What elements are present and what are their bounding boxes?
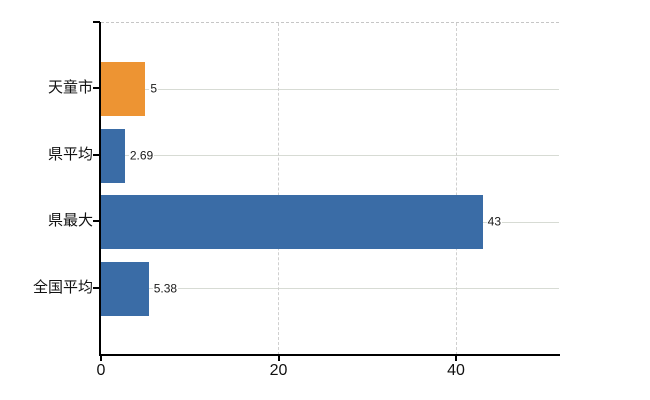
y-axis-top-tick xyxy=(93,21,100,23)
x-axis-tick xyxy=(277,354,280,361)
y-axis-tick xyxy=(93,153,100,156)
x-axis-tick xyxy=(455,354,458,361)
h-gridline xyxy=(101,288,559,290)
h-gridline xyxy=(101,88,559,90)
y-axis-tick xyxy=(93,220,100,223)
h-gridline xyxy=(101,155,559,157)
bar xyxy=(101,261,149,316)
bar-value-label: 43 xyxy=(486,214,503,229)
x-tick-label: 0 xyxy=(96,362,106,379)
plot-area: 5 2.69 43 5.38 xyxy=(101,22,559,355)
bar-value-label: 5 xyxy=(149,81,159,96)
v-gridline xyxy=(455,23,457,355)
y-axis-tick xyxy=(93,87,100,90)
bar xyxy=(101,128,125,183)
x-axis-tick xyxy=(100,354,102,361)
v-gridline xyxy=(278,23,280,355)
category-label: 全国平均 xyxy=(32,278,93,296)
y-axis-tick xyxy=(93,286,100,289)
x-tick-label: 20 xyxy=(269,362,288,379)
bar-value-label: 2.69 xyxy=(128,148,155,163)
x-tick-label: 40 xyxy=(447,362,465,379)
category-label: 県平均 xyxy=(47,145,93,163)
y-axis-line xyxy=(99,22,101,356)
bar xyxy=(101,195,483,250)
bar xyxy=(101,62,146,117)
category-label: 県最大 xyxy=(47,212,93,230)
bar-value-label: 5.38 xyxy=(152,281,179,296)
x-axis-line xyxy=(99,354,560,356)
category-label: 天童市 xyxy=(47,79,93,97)
